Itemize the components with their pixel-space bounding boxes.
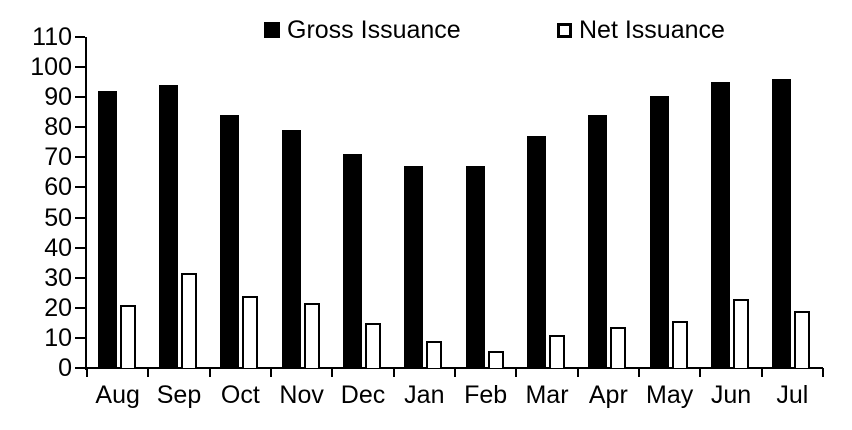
y-axis-tick [75,367,85,369]
x-tick-label: Jun [710,381,752,409]
net-issuance-bar [549,334,565,368]
y-axis-tick [75,96,85,99]
y-axis-tick [75,156,85,159]
gross-issuance-bar [343,154,362,368]
legend-label-gross-issuance: Gross Issuance [287,16,461,44]
net-issuance-bar [119,304,136,368]
y-tick-label: 50 [44,203,72,232]
y-axis-tick [75,306,85,309]
x-axis-tick [638,368,640,377]
y-tick-label: 20 [44,293,72,322]
x-axis-tick [147,368,150,377]
y-axis-tick [75,276,85,279]
y-axis-tick [75,246,85,249]
y-tick-label: 70 [44,143,72,172]
legend-label-net-issuance: Net Issuance [579,16,725,44]
x-axis-tick [760,368,763,377]
x-tick-label: Aug [95,381,140,409]
filled-square-icon [264,22,280,38]
x-tick-label: Dec [340,381,386,409]
y-tick-label: 100 [30,53,72,82]
legend-item-gross-issuance: Gross Issuance [264,15,461,45]
gross-issuance-bar [159,85,178,368]
legend-item-net-issuance: Net Issuance [557,15,725,45]
y-axis-tick [75,36,85,38]
x-tick-label: Jul [776,381,809,409]
gross-issuance-bar [649,95,669,368]
net-issuance-bar [181,273,197,368]
net-issuance-bar [242,295,259,368]
x-tick-label: May [646,381,694,409]
gross-issuance-bar [711,82,730,368]
x-tick-label: Sep [156,381,202,409]
x-axis-tick [392,368,395,377]
x-axis-tick [331,368,334,377]
y-tick-label: 40 [44,233,72,262]
net-issuance-bar [303,303,320,368]
y-tick-label: 0 [58,354,72,382]
x-tick-label: Mar [525,381,569,409]
net-issuance-bar [794,310,811,368]
gross-issuance-bar [281,130,301,368]
gross-issuance-bar [97,91,117,368]
gross-issuance-bar [465,166,485,368]
y-tick-label: 90 [44,83,72,112]
gross-issuance-bar [527,136,546,368]
gross-issuance-bar [220,115,240,368]
gross-issuance-bar [404,166,424,368]
y-axis-tick [75,336,85,339]
y-tick-label: 60 [44,173,72,202]
x-axis-tick [822,368,824,377]
net-issuance-bar [487,351,504,368]
x-tick-label: Apr [588,381,628,409]
x-axis-tick [454,368,456,377]
x-tick-label: Jan [404,381,445,409]
x-axis-tick [86,368,88,377]
gross-issuance-bar [772,79,792,368]
y-tick-label: 110 [32,23,72,51]
legend: Gross Issuance Net Issuance [0,15,852,49]
x-tick-label: Nov [279,381,324,409]
x-axis-tick [576,368,579,377]
y-axis-tick [75,216,85,219]
net-issuance-bar [426,340,443,368]
y-tick-label: 30 [44,263,72,292]
y-tick-label: 80 [44,113,72,142]
y-axis-line [85,37,87,370]
y-axis-tick [75,126,85,129]
x-axis-tick [208,368,211,377]
x-tick-label: Oct [220,381,260,409]
net-issuance-bar [671,321,688,368]
x-axis-tick [699,368,702,377]
net-issuance-bar [610,327,627,368]
open-square-icon [557,22,572,38]
x-axis-tick [270,368,272,377]
net-issuance-bar [365,322,381,368]
gross-issuance-bar [588,115,608,368]
x-tick-label: Feb [464,381,508,409]
x-axis-tick [515,368,518,377]
y-axis-tick [75,66,85,69]
y-axis-tick [75,186,85,189]
y-tick-label: 10 [44,323,72,352]
net-issuance-bar [733,298,749,368]
